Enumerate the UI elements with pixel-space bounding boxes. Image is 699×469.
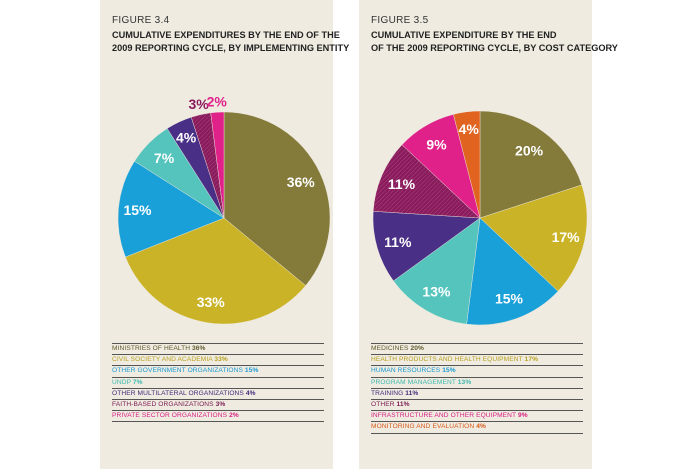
pie-data-label-monitoring-and-evaluation: 4% [459,121,480,137]
legend-entry-percent: 11% [405,389,419,397]
legend-entry-name: HUMAN RESOURCES [371,367,443,375]
chart-title: CUMULATIVE EXPENDITURE BY THE END OF THE… [371,29,618,55]
legend-entry-name: CIVIL SOCIETY AND ACADEMIA [112,356,215,364]
legend-entry-health-products-and-health-equipment: HEALTH PRODUCTS AND HEALTH EQUIPMENT 17% [371,355,583,367]
legend-entry-name: MONITORING AND EVALUATION [371,423,477,431]
pie-slice-ministries-of-health [223,111,331,286]
pie-chart-implementing-entity: 36% 33% 15% 7%4% 3%2% [117,94,331,325]
pie-slice-program-management [393,217,481,325]
legend-entry-civil-society-and-academia: CIVIL SOCIETY AND ACADEMIA 33% [112,355,324,367]
pie-slice-hatch-faith-based-organizations [191,112,224,218]
legend-entry-name: UNDP [112,378,133,386]
pie-data-label-other-government-organizations: 15% [123,202,152,218]
chart-title-line-2: 2009 REPORTING CYCLE, BY IMPLEMENTING EN… [112,43,350,53]
legend-entry-name: FAITH-BASED ORGANIZATIONS [112,400,216,408]
legend-entry-infrastructure-and-other-equipment: INFRASTRUCTURE AND OTHER EQUIPMENT 9% [371,411,583,423]
legend-entry-human-resources: HUMAN RESOURCES 15% [371,366,583,378]
legend-entry-percent: 11% [396,400,410,408]
figure-panel-3-4: FIGURE 3.4 CUMULATIVE EXPENDITURES BY TH… [100,0,350,469]
legend-entry-percent: 2% [229,412,239,420]
pie-slice-other-government-organizations [117,160,225,258]
legend-entry-percent: 4% [245,389,256,397]
pie-data-label-private-sector-organizations: 2% [207,94,228,110]
legend-entry-percent: 3% [215,400,226,408]
pie-slice-medicines [479,110,583,219]
pie-data-label-health-products-and-health-equipment: 17% [552,229,581,245]
legend-entry-percent: 33% [214,356,228,364]
legend-entry-faith-based-organizations: FAITH-BASED ORGANIZATIONS 3% [112,400,324,412]
pie-slice-human-resources [466,217,559,326]
figure-panel-3-5: FIGURE 3.5 CUMULATIVE EXPENDITURE BY THE… [359,0,618,469]
legend-entry-percent: 20% [410,345,424,352]
pie-slice-training [372,211,481,282]
legend-entry-name: OTHER [371,400,397,408]
legend-entry-percent: 13% [457,378,472,386]
legend-entry-monitoring-and-evaluation: MONITORING AND EVALUATION 4% [371,422,583,434]
legend-entry-name: PRIVATE SECTOR ORGANIZATIONS [112,412,230,420]
legend-entry-undp: UNDP 7% [112,378,324,389]
legend-entry-name: INFRASTRUCTURE AND OTHER EQUIPMENT [371,412,518,420]
figure-label: FIGURE 3.4 [112,15,170,26]
legend-implementing-entity: MINISTRIES OF HEALTH 36% CIVIL SOCIETY AN… [112,343,324,423]
pie-data-label-faith-based-organizations: 3% [188,96,209,112]
pie-data-label-program-management: 13% [422,284,451,300]
legend-entry-program-management: PROGRAM MANAGEMENT 13% [371,378,583,389]
pie-data-label-training: 11% [384,234,412,250]
legend-entry-name: HEALTH PRODUCTS AND HEALTH EQUIPMENT [371,356,525,364]
legend-entry-name: OTHER MULTILATERAL ORGANIZATIONS [112,389,246,397]
legend-entry-percent: 17% [524,356,539,364]
legend-entry-percent: 36% [192,345,206,352]
pie-slice-health-products-and-health-equipment [479,184,588,292]
legend-entry-medicines: MEDICINES 20% [371,343,583,356]
legend-entry-name: OTHER GOVERNMENT ORGANIZATIONS [112,367,245,375]
pie-slice-private-sector-organizations [210,111,225,219]
pie-slice-monitoring-and-evaluation [453,110,481,219]
pie-slice-hatch-other [373,144,480,218]
legend-entry-private-sector-organizations: PRIVATE SECTOR ORGANIZATIONS 2% [112,411,324,423]
legend-entry-percent: 15% [244,367,259,375]
pie-data-label-human-resources: 15% [495,291,524,307]
legend-entry-training: TRAINING 11% [371,389,583,400]
legend-entry-percent: 7% [132,378,143,386]
chart-title-line-2: OF THE 2009 REPORTING CYCLE, BY COST CAT… [371,43,618,53]
pie-data-label-other-multilateral-organizations: 4% [176,129,197,145]
legend-entry-percent: 15% [442,367,456,375]
pie-data-label-infrastructure-and-other-equipment: 9% [426,136,447,152]
pie-chart-cost-category: 20% 17% 15% 13% 11% 11% 9% 4% [372,110,588,326]
legend-entry-name: TRAINING [371,389,406,397]
legend-entry-ministries-of-health: MINISTRIES OF HEALTH 36% [112,343,324,356]
pie-data-label-ministries-of-health: 36% [287,174,316,190]
legend-entry-name: MINISTRIES OF HEALTH [112,345,193,352]
figure-label: FIGURE 3.5 [371,15,429,26]
legend-entry-name: PROGRAM MANAGEMENT [371,378,458,386]
legend-entry-other: OTHER 11% [371,400,583,412]
legend-entry-name: MEDICINES [371,345,411,352]
pie-data-label-other: 11% [388,176,416,192]
legend-cost-category: MEDICINES 20% HEALTH PRODUCTS AND HEALTH … [371,343,583,434]
legend-entry-other-government-organizations: OTHER GOVERNMENT ORGANIZATIONS 15% [112,366,324,378]
chart-title: CUMULATIVE EXPENDITURES BY THE END OF TH… [112,29,350,55]
chart-title-line-1: CUMULATIVE EXPENDITURES BY THE END OF TH… [112,30,340,40]
legend-entry-percent: 4% [476,423,486,431]
pie-data-label-medicines: 20% [515,142,544,158]
legend-entry-other-multilateral-organizations: OTHER MULTILATERAL ORGANIZATIONS 4% [112,389,324,400]
pie-data-label-undp: 7% [154,150,175,166]
pie-data-label-civil-society-and-academia: 33% [197,294,226,310]
chart-title-line-1: CUMULATIVE EXPENDITURE BY THE END [371,30,557,40]
legend-entry-percent: 9% [517,412,528,420]
pie-slice-civil-society-and-academia [125,217,306,325]
